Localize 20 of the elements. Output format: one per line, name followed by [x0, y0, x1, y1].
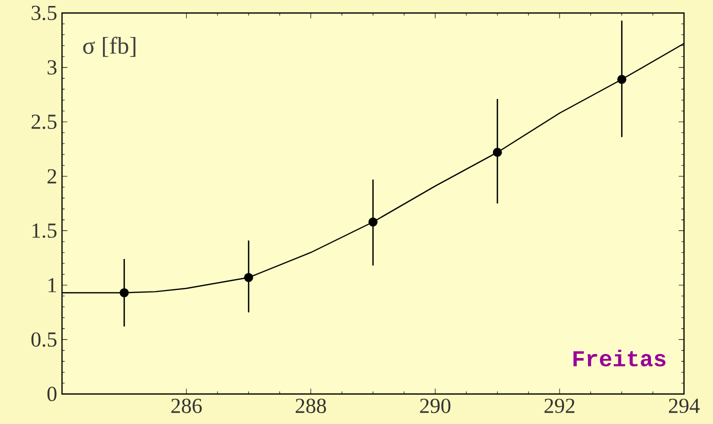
y-tick-label: 0: [47, 386, 56, 402]
y-tick-label: 0.5: [31, 332, 56, 347]
point: [368, 217, 378, 227]
x-tick-label: 286: [171, 398, 202, 414]
y-tick-label: 2: [48, 169, 56, 184]
x-tick-label: 290: [420, 398, 450, 414]
x-tick-label: 294: [668, 398, 700, 414]
point: [617, 74, 626, 84]
point: [492, 148, 502, 157]
y-tick-label: 3.5: [32, 6, 56, 20]
y-tick-label: 3: [48, 60, 56, 75]
annotation: Freitas: [573, 350, 666, 366]
y-tick-label: 2.5: [32, 114, 56, 130]
y-tick-label: 1: [48, 278, 56, 292]
point: [244, 272, 254, 282]
y-axis-title: σ [fb]: [83, 36, 136, 57]
x-tick-label: 288: [296, 398, 326, 414]
y-tick-label: 1.5: [32, 224, 56, 238]
x-tick-label: 292: [544, 398, 574, 414]
point: [120, 288, 129, 298]
